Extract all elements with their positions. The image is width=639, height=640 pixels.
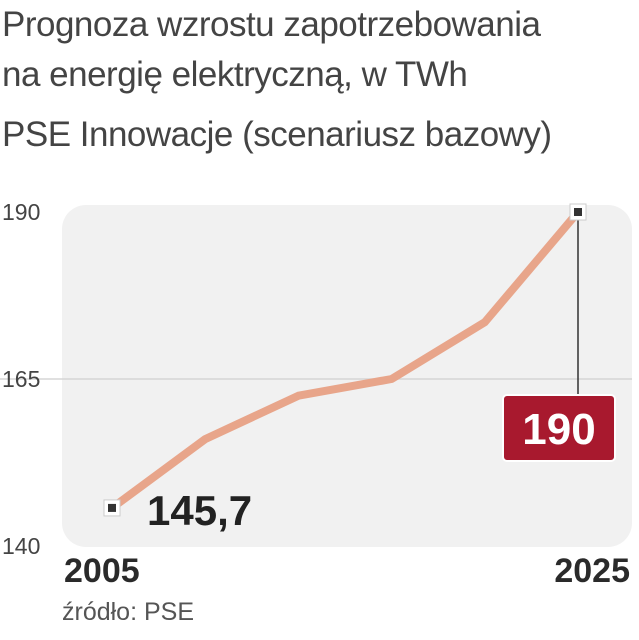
chart-subtitle: PSE Innowacje (scenariusz bazowy) xyxy=(2,115,552,154)
chart-title: Prognoza wzrostu zapotrzebowania na ener… xyxy=(2,0,541,100)
end-value-label: 190 xyxy=(522,405,595,454)
data-point-2025-center xyxy=(574,208,582,216)
start-value-label: 145,7 xyxy=(147,487,252,534)
source-note: źródło: PSE xyxy=(62,598,195,626)
y-tick-label-165: 165 xyxy=(2,366,40,392)
end-value-box xyxy=(502,394,616,462)
y-tick-label-190: 190 xyxy=(2,199,40,225)
chart-title-line-1: Prognoza wzrostu zapotrzebowania xyxy=(2,5,541,44)
data-point-2005-center xyxy=(108,503,116,512)
plot-background xyxy=(62,205,632,547)
chart-title-line-2: na energię elektryczną, w TWh xyxy=(2,55,468,94)
y-tick-label-140: 140 xyxy=(2,533,40,559)
x-tick-label-2005: 2005 xyxy=(64,552,140,590)
x-tick-label-2025: 2025 xyxy=(554,552,630,590)
series-line xyxy=(108,208,582,512)
